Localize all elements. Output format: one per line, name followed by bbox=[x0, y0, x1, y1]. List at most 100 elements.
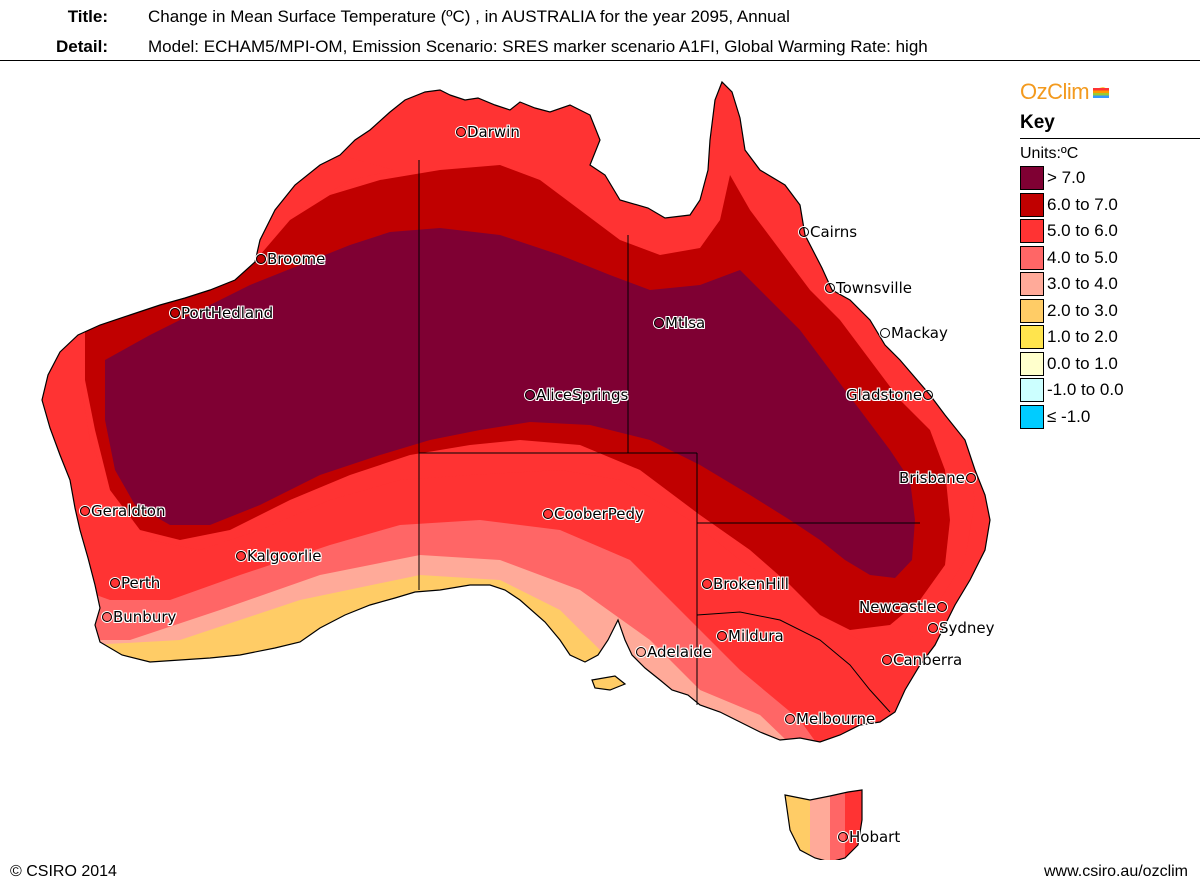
city-name: Perth bbox=[121, 574, 161, 592]
city-name: Bunbury bbox=[113, 608, 177, 626]
legend-label: 5.0 to 6.0 bbox=[1047, 221, 1118, 241]
city-dot-icon bbox=[880, 328, 890, 338]
legend-swatch bbox=[1020, 219, 1044, 244]
map-header: Title: Change in Mean Surface Temperatur… bbox=[0, 0, 1200, 61]
legend-units: Units:ºC bbox=[1020, 145, 1079, 162]
legend-swatch bbox=[1020, 325, 1044, 350]
legend-label: 6.0 to 7.0 bbox=[1047, 194, 1118, 214]
legend-item: 0.0 to 1.0 bbox=[1020, 351, 1200, 378]
city-name: Townsville bbox=[836, 279, 912, 297]
legend-swatch bbox=[1020, 192, 1044, 217]
legend-item: > 7.0 bbox=[1020, 165, 1200, 192]
legend-item: 6.0 to 7.0 bbox=[1020, 192, 1200, 219]
city-dot-icon bbox=[80, 506, 90, 516]
city-marker: Canberra bbox=[882, 651, 962, 669]
city-dot-icon bbox=[838, 832, 848, 842]
city-marker: CooberPedy bbox=[543, 505, 644, 523]
title-label: Title: bbox=[67, 7, 108, 26]
legend-item: 3.0 to 4.0 bbox=[1020, 271, 1200, 298]
city-dot-icon bbox=[717, 631, 727, 641]
city-name: Brisbane bbox=[899, 469, 965, 487]
australia-rainbow-icon bbox=[1093, 87, 1110, 98]
city-name: Gladstone bbox=[846, 386, 923, 404]
legend-swatch bbox=[1020, 245, 1044, 270]
city-name: Mackay bbox=[891, 324, 948, 342]
city-marker: BrokenHill bbox=[702, 575, 789, 593]
legend-label: ≤ -1.0 bbox=[1047, 406, 1091, 426]
city-name: Broome bbox=[267, 250, 326, 268]
legend-item: ≤ -1.0 bbox=[1020, 404, 1200, 431]
ozclim-link[interactable]: www.csiro.au/ozclim bbox=[1043, 863, 1188, 880]
city-dot-icon bbox=[928, 623, 938, 633]
city-name: Mildura bbox=[728, 627, 784, 645]
city-name: Cairns bbox=[810, 223, 858, 241]
legend-panel: OzClim Key Units:ºC > 7.0 6.0 to 7.0 5.0 t… bbox=[1020, 78, 1200, 430]
city-marker: Gladstone bbox=[846, 386, 934, 404]
legend-item: 1.0 to 2.0 bbox=[1020, 324, 1200, 351]
city-marker: Perth bbox=[110, 574, 160, 592]
legend-item: 5.0 to 6.0 bbox=[1020, 218, 1200, 245]
city-dot-icon bbox=[170, 308, 180, 318]
state-borders bbox=[418, 160, 920, 713]
city-name: BrokenHill bbox=[713, 575, 789, 593]
legend-swatch bbox=[1020, 166, 1044, 191]
legend-title: Key bbox=[1020, 112, 1055, 133]
city-name: Newcastle bbox=[859, 598, 937, 616]
city-dot-icon bbox=[654, 318, 664, 328]
legend-label: 2.0 to 3.0 bbox=[1047, 300, 1118, 320]
city-name: Geraldton bbox=[91, 502, 166, 520]
city-dot-icon bbox=[923, 390, 934, 400]
legend-divider bbox=[1020, 138, 1200, 139]
logo-text: OzClim bbox=[1020, 79, 1090, 104]
city-marker: PortHedland bbox=[170, 304, 273, 322]
legend-swatch bbox=[1020, 298, 1044, 323]
city-marker: Mildura bbox=[717, 627, 784, 645]
legend-label: > 7.0 bbox=[1047, 168, 1086, 188]
legend-label: 1.0 to 2.0 bbox=[1047, 327, 1118, 347]
city-name: Sydney bbox=[939, 619, 995, 637]
city-dot-icon bbox=[702, 579, 712, 589]
city-dot-icon bbox=[525, 390, 535, 400]
city-marker: Geraldton bbox=[80, 502, 165, 520]
detail-value: Model: ECHAM5/MPI-OM, Emission Scenario:… bbox=[148, 37, 928, 56]
city-name: Hobart bbox=[849, 828, 901, 846]
city-marker: Adelaide bbox=[636, 643, 712, 661]
city-name: Darwin bbox=[467, 123, 520, 141]
copyright-text: © CSIRO 2014 bbox=[10, 863, 117, 880]
australia-temperature-map bbox=[41, 81, 991, 860]
city-dot-icon bbox=[102, 612, 112, 622]
city-marker: MtIsa bbox=[654, 314, 705, 332]
legend-swatch bbox=[1020, 378, 1044, 403]
city-dot-icon bbox=[256, 254, 266, 264]
city-dot-icon bbox=[543, 509, 553, 519]
city-dot-icon bbox=[785, 714, 795, 724]
temperature-bands bbox=[42, 82, 990, 860]
legend-swatch bbox=[1020, 404, 1044, 429]
city-dot-icon bbox=[825, 283, 835, 293]
title-value: Change in Mean Surface Temperature (ºC) … bbox=[148, 7, 790, 26]
ozclim-logo: OzClim bbox=[1020, 78, 1200, 106]
city-dot-icon bbox=[636, 647, 646, 657]
legend-item: -1.0 to 0.0 bbox=[1020, 377, 1200, 404]
city-marker: Bunbury bbox=[102, 608, 176, 626]
city-name: AliceSprings bbox=[536, 386, 629, 404]
city-marker: AliceSprings bbox=[525, 386, 628, 404]
city-marker: Mackay bbox=[880, 324, 948, 342]
legend-items: > 7.0 6.0 to 7.0 5.0 to 6.0 4.0 to 5.0 3.0 t… bbox=[1020, 165, 1200, 430]
city-dot-icon bbox=[937, 602, 948, 612]
city-marker: Sydney bbox=[928, 619, 995, 637]
city-marker: Brisbane bbox=[899, 469, 977, 487]
city-dot-icon bbox=[965, 473, 976, 483]
city-name: CooberPedy bbox=[554, 505, 644, 523]
city-marker: Kalgoorlie bbox=[236, 547, 322, 565]
city-dot-icon bbox=[110, 578, 120, 588]
legend-label: 4.0 to 5.0 bbox=[1047, 247, 1118, 267]
legend-label: 0.0 to 1.0 bbox=[1047, 353, 1118, 373]
city-dot-icon bbox=[236, 551, 246, 561]
legend-item: 2.0 to 3.0 bbox=[1020, 298, 1200, 325]
legend-item: 4.0 to 5.0 bbox=[1020, 245, 1200, 272]
legend-swatch bbox=[1020, 351, 1044, 376]
city-name: Kalgoorlie bbox=[247, 547, 322, 565]
legend-label: -1.0 to 0.0 bbox=[1047, 380, 1124, 400]
city-name: MtIsa bbox=[665, 314, 706, 332]
